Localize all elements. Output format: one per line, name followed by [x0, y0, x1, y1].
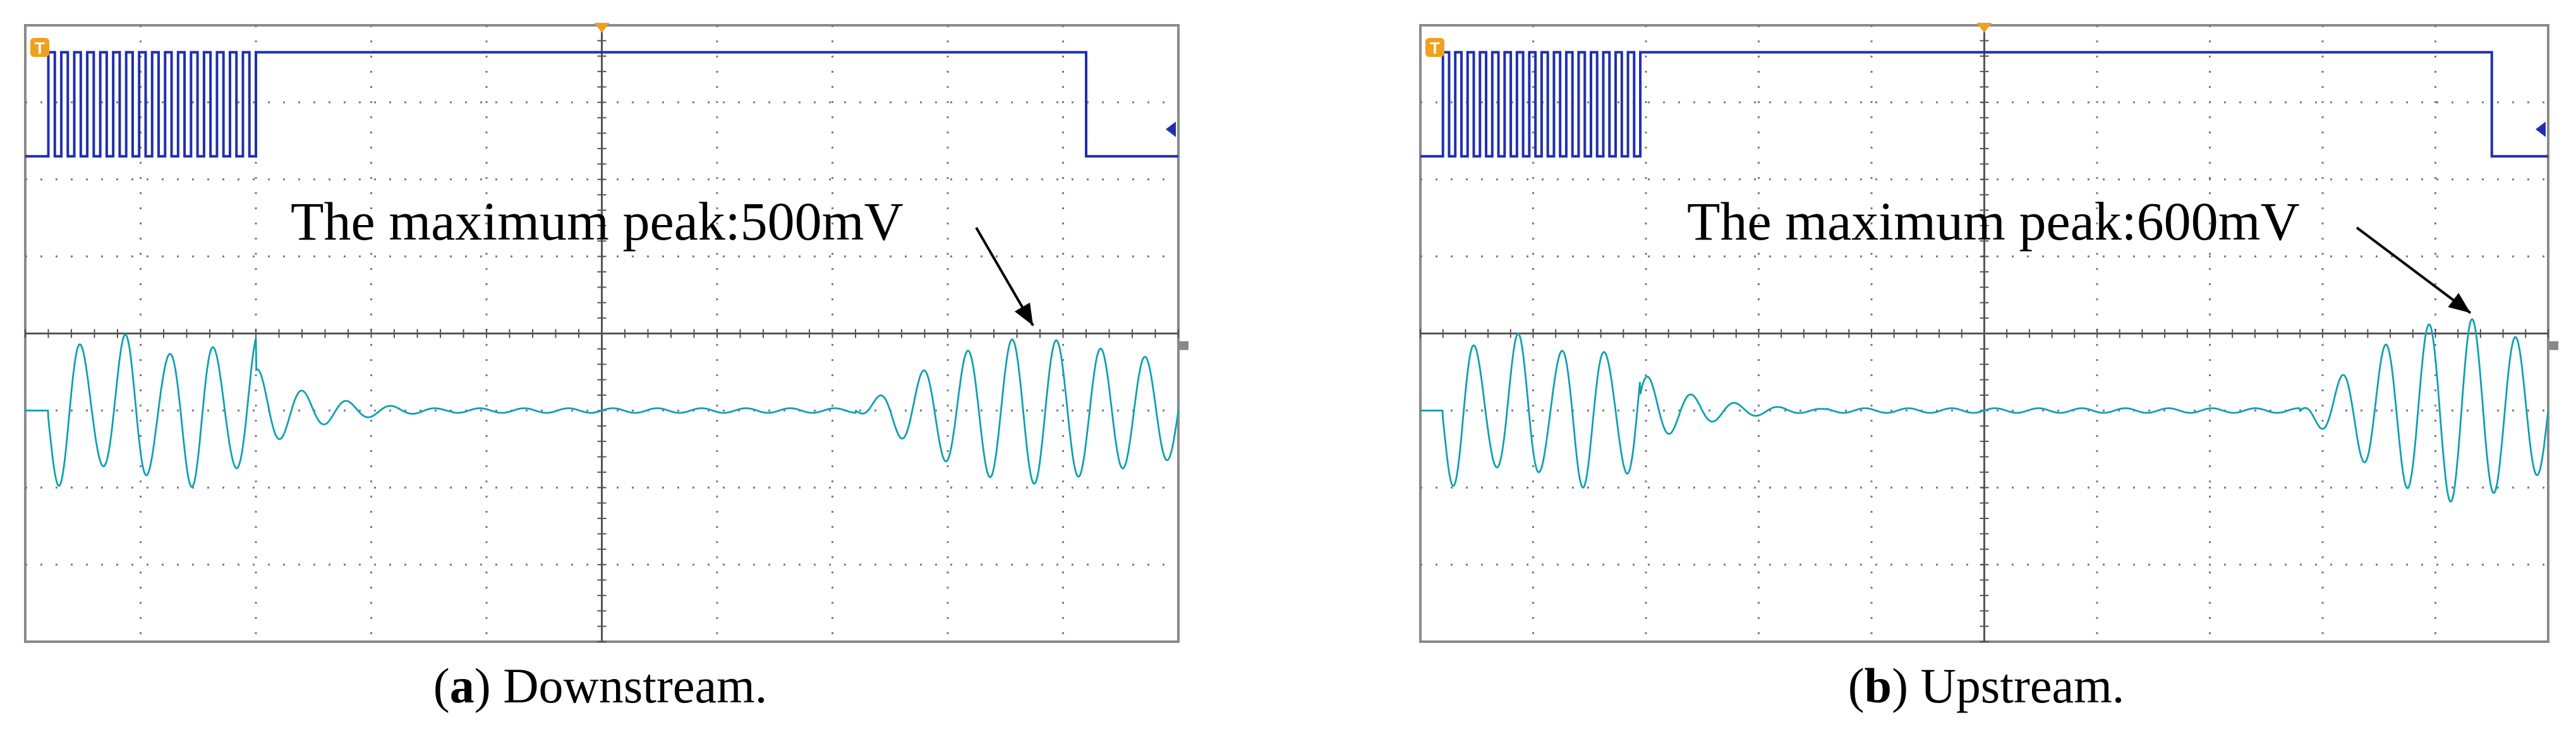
analog-trace-shadow — [25, 334, 1179, 487]
oscilloscope-screen: T — [1419, 23, 2558, 643]
channel1-level-icon — [2536, 121, 2546, 137]
annotation-arrow-head-icon — [2448, 293, 2470, 313]
caption-text: Upstream. — [1920, 658, 2125, 713]
channel2-level-icon — [2549, 341, 2558, 350]
caption-text: Downstream. — [503, 658, 768, 713]
caption: (a) Downstream. — [433, 658, 768, 713]
caption-letter: a — [449, 658, 475, 713]
trigger-marker-icon: T — [30, 38, 49, 58]
trigger-marker-icon: T — [1425, 38, 1444, 58]
trigger-label: T — [1430, 39, 1440, 58]
axis-ticks — [1420, 25, 2549, 642]
max-peak-annotation: The maximum peak:600mV — [1687, 191, 2300, 252]
analog-trace-shadow — [1420, 319, 2549, 502]
scope-panel-downstream: T The maximum peak:500mV (a) Downstream. — [0, 0, 1200, 734]
caption: (b) Upstream. — [1847, 658, 2125, 713]
annotation-arrow-head-icon — [1014, 302, 1033, 326]
channel2-level-icon — [1180, 341, 1188, 350]
max-peak-annotation: The maximum peak:500mV — [291, 191, 904, 252]
annotation-arrow-line — [2355, 226, 2472, 314]
trigger-label: T — [35, 39, 45, 58]
trigger-position-icon — [594, 23, 610, 33]
digital-trace — [25, 51, 1178, 158]
scope-panel-upstream: T The maximum peak:600mV (b) Upstream. — [1396, 0, 2576, 734]
channel1-level-icon — [1166, 121, 1176, 137]
oscilloscope-screen: T — [24, 23, 1188, 643]
digital-trace — [1420, 51, 2548, 158]
trigger-position-icon — [1976, 23, 1992, 33]
axis-ticks — [25, 25, 1179, 642]
caption-letter: b — [1864, 658, 1892, 713]
